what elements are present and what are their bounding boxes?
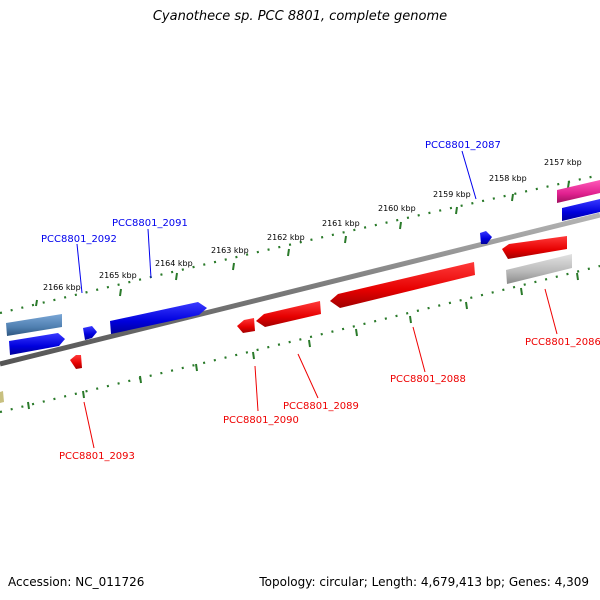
tick-label: 2162 kbp bbox=[267, 233, 305, 242]
gene-arrow-2086[interactable] bbox=[502, 236, 567, 259]
tick-label: 2157 kbp bbox=[544, 158, 582, 167]
gene-arrow-2091[interactable] bbox=[110, 302, 207, 334]
tick-label: 2166 kbp bbox=[43, 283, 81, 292]
ruler-tick-labels: 2157 kbp 2158 kbp 2159 kbp 2160 kbp 2161… bbox=[43, 158, 582, 292]
genome-backbone bbox=[0, 212, 600, 367]
map-title: Cyanothece sp. PCC 8801, complete genome bbox=[152, 9, 448, 24]
gene-label[interactable]: PCC8801_2089 bbox=[283, 401, 359, 412]
gene-label[interactable]: PCC8801_2092 bbox=[41, 234, 117, 245]
gene-arrow-2088[interactable] bbox=[330, 262, 475, 308]
genome-stats-text: Topology: circular; Length: 4,679,413 bp… bbox=[259, 575, 589, 589]
gene-labels: PCC8801_2087 PCC8801_2091 PCC8801_2092 P… bbox=[41, 140, 600, 462]
gene-arrow-2087[interactable] bbox=[480, 231, 492, 244]
gene-arrow-2092-rna[interactable] bbox=[6, 314, 62, 336]
gene-label[interactable]: PCC8801_2086 bbox=[525, 337, 600, 348]
gene-label[interactable]: PCC8801_2087 bbox=[425, 140, 501, 151]
forward-strand-features bbox=[6, 180, 600, 355]
tick-label: 2165 kbp bbox=[99, 271, 137, 280]
gene-label[interactable]: PCC8801_2090 bbox=[223, 415, 299, 426]
accession-text: Accession: NC_011726 bbox=[8, 575, 145, 589]
reverse-strand-features bbox=[0, 236, 572, 403]
label-leader-lines bbox=[76, 150, 558, 449]
gene-label[interactable]: PCC8801_2088 bbox=[390, 374, 466, 385]
tick-label: 2163 kbp bbox=[211, 246, 249, 255]
gene-arrow-olive[interactable] bbox=[0, 391, 4, 403]
gene-arrow-2090[interactable] bbox=[237, 318, 255, 333]
gene-arrow-2093[interactable] bbox=[70, 355, 82, 369]
tick-label: 2164 kbp bbox=[155, 259, 193, 268]
gene-label[interactable]: PCC8801_2093 bbox=[59, 451, 135, 462]
inner-major-ticks bbox=[27, 272, 579, 410]
tick-label: 2159 kbp bbox=[433, 190, 471, 199]
tick-label: 2161 kbp bbox=[322, 219, 360, 228]
gene-label[interactable]: PCC8801_2091 bbox=[112, 218, 188, 229]
gene-arrow-2086-fwd[interactable] bbox=[562, 199, 600, 221]
outer-major-ticks bbox=[35, 180, 570, 307]
gene-arrow-2092[interactable] bbox=[9, 333, 65, 355]
tick-label: 2160 kbp bbox=[378, 204, 416, 213]
tick-label: 2158 kbp bbox=[489, 174, 527, 183]
gene-arrow-2086-gray[interactable] bbox=[506, 254, 572, 284]
gene-arrow-magenta[interactable] bbox=[557, 180, 600, 203]
inner-ruler-track bbox=[0, 264, 600, 414]
gene-arrow-2089[interactable] bbox=[256, 301, 321, 327]
gene-arrow-small-fwd[interactable] bbox=[83, 326, 97, 340]
